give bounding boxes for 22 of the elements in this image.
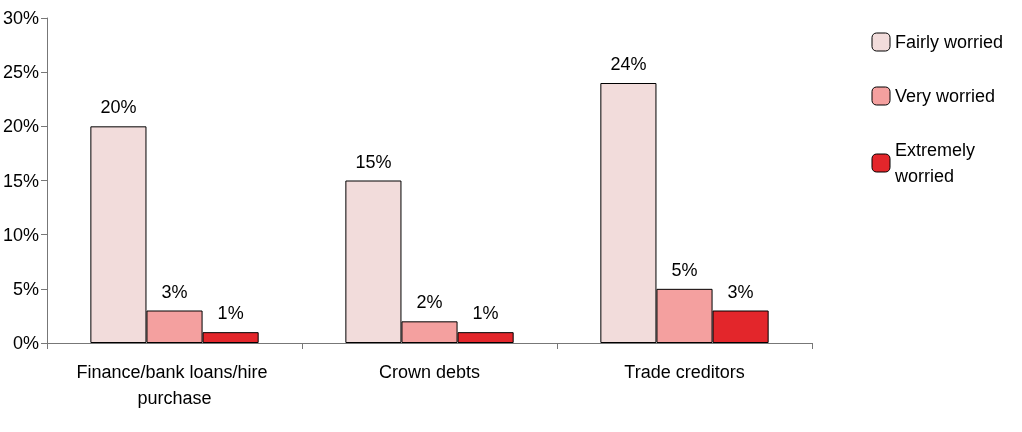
data-label: 24% (610, 54, 647, 74)
x-tick-label: Finance/bank loans/hire purchase (76, 362, 273, 408)
y-tick-label: 25% (3, 62, 40, 83)
data-label: 3% (727, 281, 754, 302)
x-tick-label: Crown debts (378, 362, 481, 382)
x-tick-label: Trade creditors (624, 362, 745, 382)
data-label: 3% (161, 281, 188, 302)
y-tick-label: 10% (3, 224, 40, 245)
data-label: 1% (472, 303, 499, 324)
data-label: 1% (217, 303, 244, 324)
data-label: 2% (416, 292, 443, 313)
y-tick-label: 20% (3, 116, 40, 137)
y-tick-label: 30% (3, 8, 40, 28)
y-tick-label: 0% (13, 333, 40, 353)
legend-label: Very worried (895, 86, 996, 106)
y-tick-label: 15% (3, 170, 40, 191)
data-label: 15% (355, 151, 392, 172)
legend-label: Fairly worried (895, 32, 1004, 52)
data-label: 5% (671, 259, 698, 280)
legend-label: Extremely worried (894, 140, 981, 186)
data-label: 20% (100, 97, 137, 118)
y-tick-label: 5% (13, 278, 40, 299)
